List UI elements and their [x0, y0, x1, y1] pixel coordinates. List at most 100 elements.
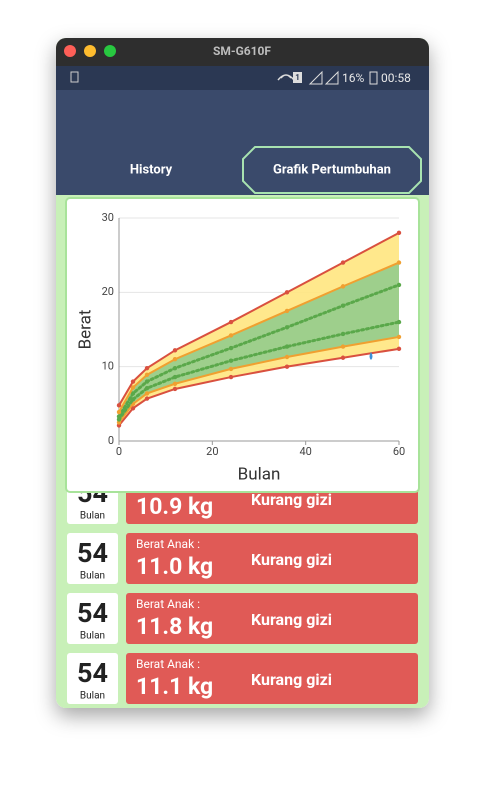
curve-point — [130, 385, 136, 390]
selected-tab-outline — [242, 146, 422, 194]
curve-point — [130, 391, 136, 396]
curve-point — [284, 308, 290, 314]
sim-number: 1 — [295, 73, 300, 82]
month-unit: Bulan — [80, 571, 105, 582]
curve — [118, 335, 400, 424]
month-box — [67, 533, 118, 584]
notification-icon — [70, 71, 79, 83]
curve-point — [228, 345, 234, 351]
curve-point — [228, 319, 234, 325]
curve-point — [396, 230, 402, 236]
curve-point — [228, 366, 234, 372]
curve-point — [116, 409, 122, 415]
x-axis-label: Bulan — [238, 464, 281, 484]
month-value: 54 — [77, 657, 108, 689]
tab[interactable]: History — [130, 162, 173, 177]
close-button[interactable] — [64, 45, 76, 57]
curve-point — [144, 365, 150, 371]
weight-value: 11.8 kg — [136, 613, 213, 640]
battery-percent: 16% — [342, 71, 364, 85]
band-fill — [119, 262, 399, 423]
curve-point — [228, 374, 234, 380]
y-tick-label: 20 — [102, 285, 114, 298]
status-box[interactable] — [126, 653, 418, 704]
month-value: 54 — [77, 597, 108, 629]
curve-point — [172, 348, 178, 353]
x-tick-label: 60 — [393, 445, 405, 458]
month-unit: Bulan — [80, 511, 105, 522]
status-text: Kurang gizi — [251, 670, 332, 689]
sim-icon — [293, 72, 302, 83]
status-text: Kurang gizi — [251, 490, 332, 509]
curve-point — [396, 319, 402, 325]
window-title: SM-G610F — [213, 44, 271, 58]
curve-point — [284, 290, 290, 295]
child-point — [369, 352, 373, 361]
y-axis-label: Berat — [75, 310, 95, 350]
battery-icon — [369, 71, 378, 85]
curve-point — [172, 381, 178, 386]
curve-point — [340, 355, 346, 360]
y-tick-label: 10 — [102, 360, 114, 373]
curve-point — [172, 365, 178, 371]
curve-point — [228, 333, 234, 338]
curve-point — [396, 346, 402, 352]
curve-point — [284, 325, 290, 330]
curve-point — [116, 403, 122, 408]
curve-point — [130, 397, 136, 402]
curve-point — [144, 379, 150, 384]
tab[interactable]: Grafik Pertumbuhan — [273, 162, 391, 177]
curve-point — [340, 331, 346, 337]
curve-point — [144, 391, 150, 396]
month-value: 54 — [77, 537, 108, 569]
curve-point — [144, 386, 150, 391]
status-text: Kurang gizi — [251, 550, 332, 569]
status-bar — [56, 66, 429, 90]
curve-point — [340, 344, 346, 349]
curve-point — [172, 386, 178, 392]
weight-label: Berat Anak : — [136, 657, 200, 671]
y-tick-label: 0 — [108, 434, 114, 447]
curve-point — [144, 372, 150, 378]
zoom-button[interactable] — [104, 45, 116, 57]
month-unit: Bulan — [80, 631, 105, 642]
y-tick-label: 30 — [102, 211, 114, 224]
title-bar — [56, 38, 429, 66]
curve-point — [116, 414, 122, 419]
curve-point — [396, 260, 402, 265]
month-box — [67, 653, 118, 704]
curve-point — [144, 396, 150, 401]
curve — [117, 320, 401, 421]
month-box — [67, 593, 118, 644]
curve — [117, 283, 401, 418]
weight-label: Berat Anak : — [136, 597, 200, 611]
curve — [118, 231, 400, 406]
curve-point — [172, 374, 178, 380]
month-unit: Bulan — [80, 691, 105, 702]
weight-value: 11.0 kg — [136, 553, 213, 580]
x-tick-label: 40 — [299, 445, 311, 458]
minimize-button[interactable] — [84, 45, 96, 57]
wifi-icon — [277, 74, 295, 81]
curve-point — [284, 354, 290, 360]
curve-point — [228, 358, 234, 363]
weight-value: 10.9 kg — [136, 493, 213, 520]
curve-point — [340, 303, 346, 308]
curve-point — [172, 357, 178, 362]
curve-point — [130, 379, 136, 384]
curve-point — [396, 334, 402, 340]
weight-value: 11.1 kg — [136, 673, 213, 700]
status-box[interactable] — [126, 533, 418, 584]
clock: 00:58 — [381, 71, 411, 85]
curve-point — [130, 406, 136, 411]
curve-point — [340, 260, 346, 265]
x-tick-label: 20 — [206, 445, 218, 458]
signal-icon — [308, 70, 339, 85]
curve-point — [396, 282, 402, 288]
curve-point — [284, 364, 290, 369]
status-text: Kurang gizi — [251, 610, 332, 629]
status-box[interactable] — [126, 593, 418, 644]
curve-point — [340, 284, 346, 289]
x-tick-label: 0 — [116, 445, 122, 458]
